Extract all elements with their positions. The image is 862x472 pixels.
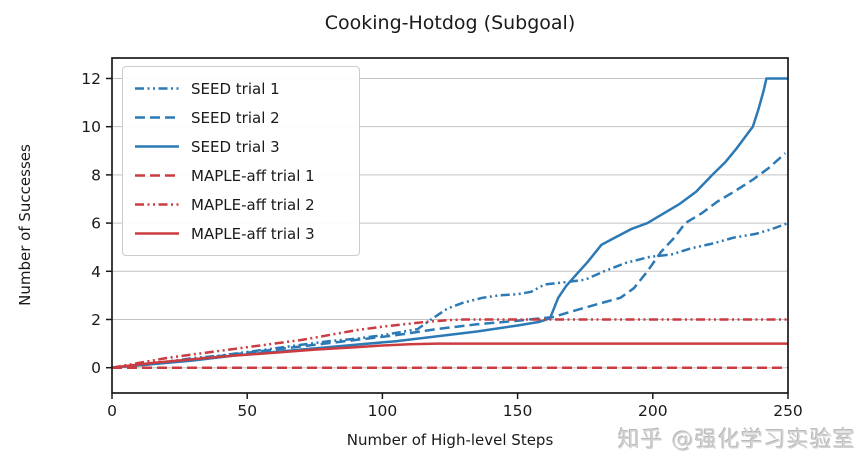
x-tick-label: 200 (638, 402, 668, 420)
y-tick-label: 2 (91, 311, 101, 329)
legend-label: SEED trial 2 (191, 108, 280, 127)
x-tick-label: 150 (503, 402, 533, 420)
x-tick-label: 250 (773, 402, 803, 420)
series-line-maple-aff-trial-3 (111, 342, 788, 369)
y-tick-label: 10 (81, 118, 101, 136)
chart-title: Cooking-Hotdog (Subgoal) (324, 12, 576, 34)
legend-item-maple-aff-trial-3: MAPLE-aff trial 3 (133, 219, 349, 248)
legend-line-sample (135, 174, 179, 177)
legend-label: MAPLE-aff trial 3 (191, 224, 315, 243)
legend-line-sample (135, 203, 179, 206)
y-tick-label: 12 (81, 70, 101, 88)
y-tick-label: 8 (91, 166, 101, 184)
legend-line-sample (135, 87, 179, 90)
legend-label: MAPLE-aff trial 1 (191, 166, 315, 185)
x-tick-label: 0 (107, 402, 117, 420)
y-tick-label: 0 (91, 359, 101, 377)
legend-item-maple-aff-trial-1: MAPLE-aff trial 1 (133, 161, 349, 190)
series-line-seed-trial-1 (111, 221, 789, 369)
series-line-seed-trial-2 (111, 152, 787, 369)
legend-label: MAPLE-aff trial 2 (191, 195, 315, 214)
watermark: 知乎 @强化学习实验室 (618, 428, 856, 453)
legend: SEED trial 1 SEED trial 2 SEED trial 3 M… (122, 66, 360, 256)
legend-item-seed-trial-3: SEED trial 3 (133, 132, 349, 161)
legend-label: SEED trial 1 (191, 79, 280, 98)
y-tick-label: 6 (91, 215, 101, 233)
legend-label: SEED trial 3 (191, 137, 280, 156)
legend-item-seed-trial-2: SEED trial 2 (133, 103, 349, 132)
legend-line-sample (135, 232, 179, 235)
legend-line-sample (135, 116, 179, 119)
x-axis-label: Number of High-level Steps (346, 431, 554, 449)
legend-line-sample (135, 145, 179, 148)
x-tick-label: 50 (237, 402, 257, 420)
x-tick-label: 100 (368, 402, 398, 420)
legend-item-seed-trial-1: SEED trial 1 (133, 74, 349, 103)
legend-item-maple-aff-trial-2: MAPLE-aff trial 2 (133, 190, 349, 219)
plot-frame (111, 57, 789, 394)
y-tick-label: 4 (91, 263, 101, 281)
series-line-seed-trial-3 (111, 77, 788, 369)
